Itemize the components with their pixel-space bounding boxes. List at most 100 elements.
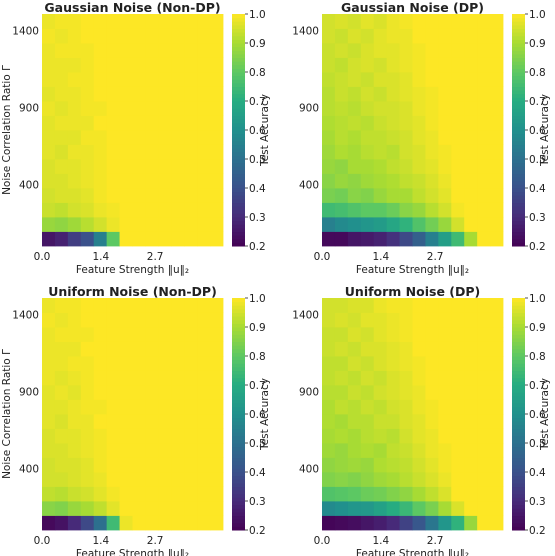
heatmap-cell bbox=[210, 159, 224, 174]
heatmap-cell bbox=[106, 57, 120, 73]
heatmap-cell bbox=[425, 188, 439, 203]
heatmap-cell bbox=[334, 159, 349, 174]
colorbar-segment bbox=[512, 395, 525, 401]
colorbar-segment bbox=[232, 305, 245, 310]
heatmap-cell bbox=[425, 356, 439, 371]
heatmap-cell bbox=[67, 159, 82, 174]
heatmap-cell bbox=[425, 414, 439, 429]
heatmap-cell bbox=[54, 457, 69, 473]
colorbar-segment bbox=[232, 61, 245, 66]
heatmap-cell bbox=[145, 443, 159, 458]
x-tick-label: 0.0 bbox=[314, 535, 331, 547]
heatmap-cell bbox=[399, 443, 413, 458]
heatmap-cell bbox=[197, 501, 211, 516]
heatmap-cell bbox=[490, 159, 504, 174]
colorbar-segment bbox=[512, 493, 525, 498]
colorbar-segment bbox=[512, 159, 525, 164]
colorbar-segment bbox=[232, 330, 245, 335]
colorbar-tick-label: 0.9 bbox=[249, 322, 266, 334]
heatmap-cell bbox=[373, 414, 388, 429]
colorbar-tick-label: 0.6 bbox=[249, 125, 266, 137]
colorbar-segment bbox=[512, 432, 525, 437]
heatmap-cell bbox=[106, 327, 120, 342]
heatmap-cell bbox=[210, 414, 224, 429]
heatmap-cell bbox=[54, 173, 69, 189]
x-tick-label: 1.4 bbox=[92, 535, 109, 547]
colorbar-tick-label: 0.3 bbox=[249, 212, 266, 224]
heatmap-cell bbox=[80, 217, 95, 232]
panel-title: Uniform Noise (DP) bbox=[345, 284, 480, 299]
heatmap-cell bbox=[119, 130, 133, 145]
heatmap-cell bbox=[438, 457, 452, 473]
heatmap-cell bbox=[106, 399, 120, 415]
heatmap-cell bbox=[490, 501, 504, 516]
heatmap-cell bbox=[373, 28, 388, 44]
heatmap-cell bbox=[490, 385, 504, 400]
colorbar-segment bbox=[232, 79, 245, 84]
heatmap-cell bbox=[158, 159, 172, 174]
heatmap-cell bbox=[145, 385, 159, 400]
colorbar-segment bbox=[232, 359, 245, 364]
heatmap-cell bbox=[132, 43, 146, 58]
heatmap-cell bbox=[334, 28, 349, 44]
heatmap-cell bbox=[360, 414, 375, 429]
colorbar-segment bbox=[232, 17, 245, 22]
heatmap-cell bbox=[197, 173, 211, 189]
heatmap-cell bbox=[145, 356, 159, 371]
colorbar-segment bbox=[512, 392, 525, 397]
colorbar-segment bbox=[512, 17, 525, 22]
heatmap-cell bbox=[67, 231, 82, 247]
heatmap-cell bbox=[399, 370, 413, 386]
heatmap-cell bbox=[93, 173, 108, 189]
colorbar-segment bbox=[512, 217, 525, 222]
heatmap-cell bbox=[145, 86, 159, 102]
colorbar-tick-label: 0.6 bbox=[529, 409, 546, 421]
heatmap-cell bbox=[106, 472, 120, 487]
heatmap-cell bbox=[119, 173, 133, 189]
heatmap-cell bbox=[171, 385, 185, 400]
colorbar-segment bbox=[232, 439, 245, 444]
colorbar-segment bbox=[512, 515, 525, 520]
colorbar-tick-label: 0.4 bbox=[529, 183, 546, 195]
heatmap-cell bbox=[477, 428, 491, 444]
colorbar-segment bbox=[512, 57, 525, 62]
colorbar-segment bbox=[232, 169, 245, 175]
colorbar-segment bbox=[512, 195, 525, 200]
heatmap-cell bbox=[412, 370, 426, 386]
heatmap-cell bbox=[119, 370, 133, 386]
heatmap-cell bbox=[184, 130, 198, 145]
heatmap-cell bbox=[210, 173, 224, 189]
heatmap-cell bbox=[464, 341, 478, 357]
heatmap-cell bbox=[158, 86, 172, 102]
colorbar-segment bbox=[232, 472, 245, 477]
heatmap-cell bbox=[386, 472, 400, 487]
heatmap-cell bbox=[347, 130, 362, 145]
heatmap-cell bbox=[347, 43, 362, 58]
heatmap-cell bbox=[119, 457, 133, 473]
heatmap-cell bbox=[119, 144, 133, 160]
colorbar-segment bbox=[512, 35, 525, 40]
colorbar-segment bbox=[232, 50, 245, 55]
colorbar-segment bbox=[232, 104, 245, 109]
heatmap-cell bbox=[373, 101, 388, 116]
heatmap-cell bbox=[42, 312, 56, 328]
colorbar-segment bbox=[232, 428, 245, 433]
heatmap-cell bbox=[197, 86, 211, 102]
heatmap-cell bbox=[210, 188, 224, 203]
heatmap-cell bbox=[54, 101, 69, 116]
heatmap-cell bbox=[347, 472, 362, 487]
heatmap-cell bbox=[93, 28, 108, 44]
heatmap-cell bbox=[386, 86, 400, 102]
heatmap-cell bbox=[399, 399, 413, 415]
heatmap-cell bbox=[477, 385, 491, 400]
heatmap-cell bbox=[67, 341, 82, 357]
heatmap-cell bbox=[106, 188, 120, 203]
heatmap-cell bbox=[322, 14, 336, 29]
heatmap-cell bbox=[490, 72, 504, 87]
heatmap-cell bbox=[464, 443, 478, 458]
colorbar-label: Test Accuracy bbox=[259, 378, 271, 451]
heatmap-cell bbox=[119, 43, 133, 58]
colorbar-segment bbox=[232, 395, 245, 401]
heatmap-cell bbox=[360, 515, 375, 531]
colorbar-segment bbox=[512, 301, 525, 306]
